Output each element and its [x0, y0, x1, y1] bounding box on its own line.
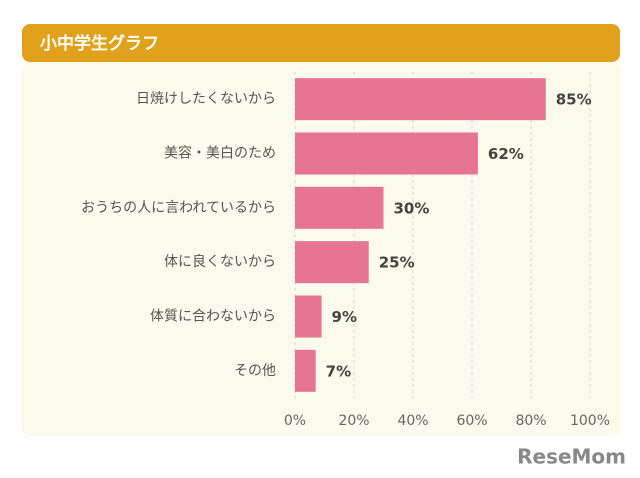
x-tick-label: 40% [397, 413, 428, 429]
y-tick-label: 体質に合わないから [150, 309, 276, 325]
value-label: 85% [556, 91, 592, 109]
x-tick-label: 0% [284, 413, 306, 429]
bar [295, 78, 546, 121]
bar [295, 349, 316, 392]
value-label: 30% [394, 199, 430, 217]
bar [295, 295, 322, 338]
y-tick-label: 体に良くないから [164, 254, 276, 270]
x-tick-label: 20% [338, 413, 369, 429]
x-tick-label: 100% [570, 413, 610, 429]
value-label: 62% [488, 145, 524, 163]
value-label: 25% [379, 254, 415, 272]
y-tick-label: その他 [234, 363, 276, 379]
bar [295, 241, 369, 284]
x-tick-label: 80% [515, 413, 546, 429]
bar [295, 186, 384, 229]
y-tick-label: 日焼けしたくないから [136, 91, 276, 107]
value-label: 9% [332, 308, 357, 326]
chart-title: 小中学生グラフ [40, 33, 159, 54]
x-tick-label: 60% [456, 413, 487, 429]
watermark: ReseMom [517, 445, 626, 469]
y-tick-label: 美容・美白のため [164, 145, 276, 162]
header-bar [22, 24, 620, 62]
y-tick-label: おうちの人に言われているから [81, 200, 276, 216]
bar [295, 132, 478, 175]
value-label: 7% [326, 362, 351, 380]
